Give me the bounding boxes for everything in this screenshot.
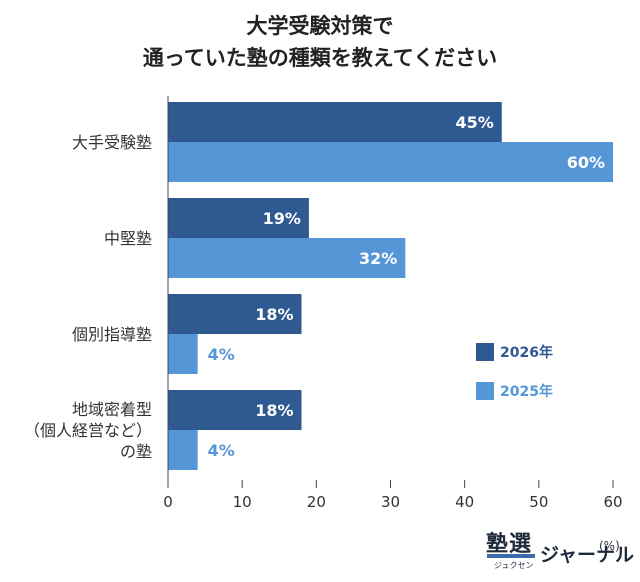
chart-title: 大学受験対策で 通っていた塾の種類を教えてください — [0, 10, 640, 74]
logo-ruby: ジュクセン — [494, 561, 534, 570]
bar-2026-1 — [168, 198, 309, 238]
bar-2025-0 — [168, 142, 613, 182]
logo-underline — [487, 554, 535, 558]
x-tick-label-4: 40 — [455, 493, 474, 511]
x-tick-label-6: 60 — [603, 493, 622, 511]
x-tick-label-5: 50 — [529, 493, 548, 511]
value-label-2026-2: 18% — [255, 305, 293, 324]
value-label-2026-0: 45% — [455, 113, 493, 132]
value-label-2025-0: 60% — [567, 153, 605, 172]
title-line-2: 通っていた塾の種類を教えてください — [142, 46, 498, 70]
x-tick-label-3: 30 — [381, 493, 400, 511]
value-label-2025-1: 32% — [359, 249, 397, 268]
legend-swatch-2025 — [476, 382, 494, 400]
x-tick-label-0: 0 — [163, 493, 173, 511]
category-label-2-0: 個別指導塾 — [72, 325, 152, 344]
x-tick-label-1: 10 — [233, 493, 252, 511]
value-label-2025-2: 4% — [208, 345, 235, 364]
value-label-2025-3: 4% — [208, 441, 235, 460]
category-label-3-2: の塾 — [120, 442, 152, 461]
x-tick-label-2: 20 — [307, 493, 326, 511]
category-label-0-0: 大手受験塾 — [72, 133, 152, 152]
value-label-2026-3: 18% — [255, 401, 293, 420]
bar-2026-0 — [168, 102, 502, 142]
bar-2025-3 — [168, 430, 198, 470]
category-label-1-0: 中堅塾 — [104, 229, 152, 248]
legend-swatch-2026 — [476, 343, 494, 361]
value-label-2026-1: 19% — [263, 209, 301, 228]
category-label-3-1: （個人経営など） — [24, 421, 152, 440]
bar-2026-3 — [168, 390, 302, 430]
category-label-3-0: 地域密着型 — [72, 400, 152, 419]
logo-suffix: ジャーナル — [540, 544, 635, 566]
unit-label: (%) — [599, 539, 620, 553]
bar-2026-2 — [168, 294, 302, 334]
bar-2025-2 — [168, 334, 198, 374]
bar-2025-1 — [168, 238, 406, 278]
legend-label-2025: 2025年 — [500, 383, 553, 400]
legend-label-2026: 2026年 — [500, 344, 553, 361]
logo-kanji: 塾選 — [486, 532, 533, 557]
title-line-1: 大学受験対策で — [246, 14, 394, 38]
brand-logo: 塾選 ジュクセン ジャーナル — [486, 524, 636, 578]
